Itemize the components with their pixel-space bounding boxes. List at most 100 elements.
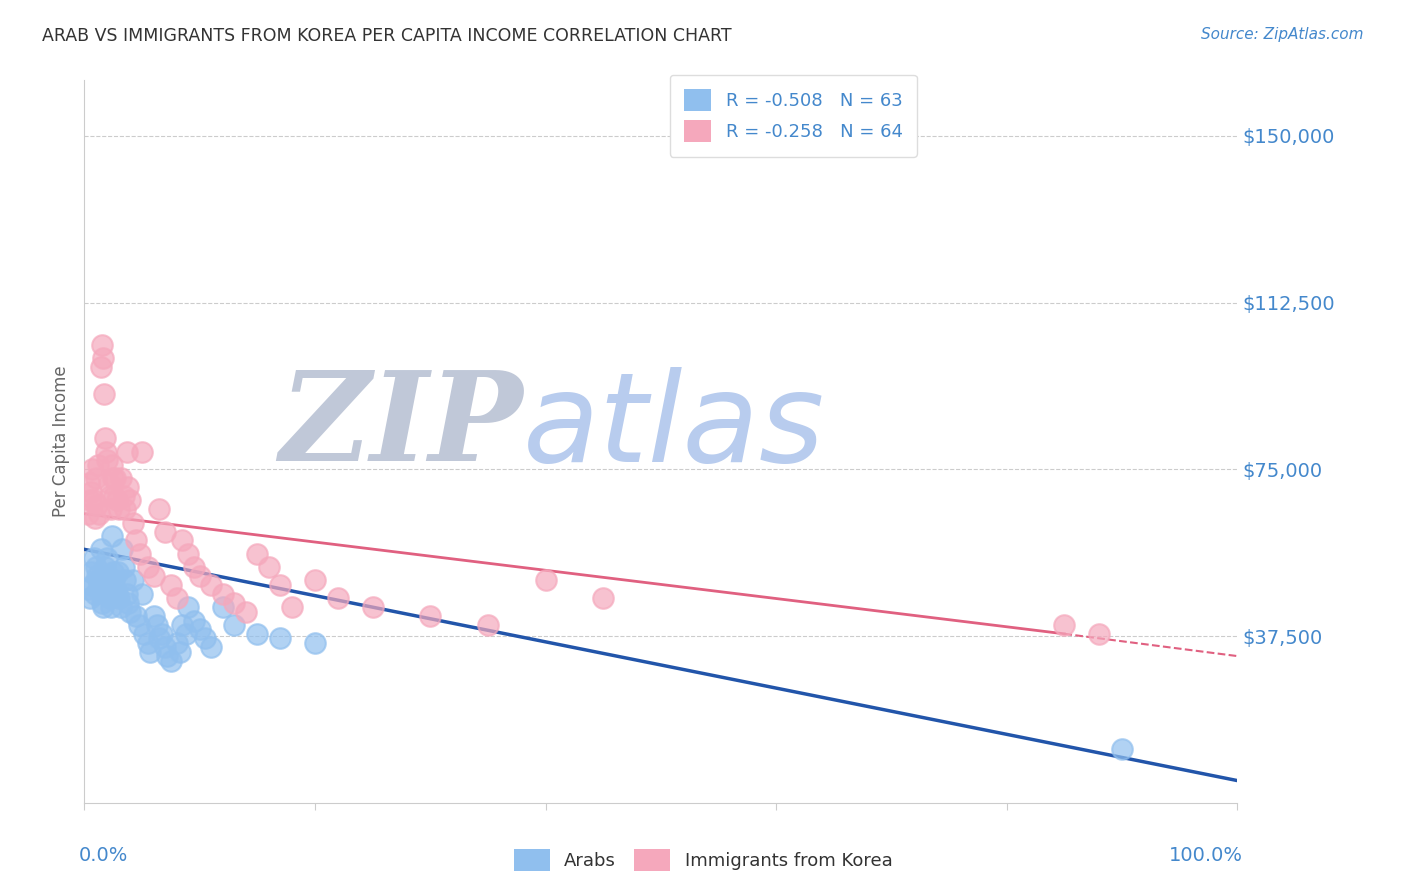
Point [188, 623, 211, 637]
Point [160, 578, 183, 592]
Point [103, 574, 125, 588]
Point [101, 529, 124, 543]
Point [100, 600, 122, 615]
Point [97, 475, 120, 490]
Point [107, 565, 129, 579]
Point [79, 591, 101, 606]
Point [134, 627, 156, 641]
Point [174, 627, 197, 641]
Point [156, 649, 179, 664]
Point [477, 618, 499, 632]
Point [80, 565, 103, 579]
Point [83, 511, 105, 525]
Point [153, 640, 176, 655]
Text: 100.0%: 100.0% [1168, 847, 1243, 865]
Point [93, 574, 115, 588]
Point [110, 471, 132, 485]
Point [100, 502, 122, 516]
Point [115, 444, 138, 458]
Point [136, 636, 159, 650]
Point [361, 600, 384, 615]
Point [224, 596, 246, 610]
Point [211, 600, 233, 615]
Point [148, 502, 170, 516]
Point [96, 569, 118, 583]
Point [183, 614, 205, 628]
Point [79, 493, 101, 508]
Point [257, 560, 280, 574]
Point [86, 569, 108, 583]
Point [142, 609, 165, 624]
Point [84, 560, 107, 574]
Point [246, 627, 269, 641]
Point [83, 587, 105, 601]
Point [304, 574, 326, 588]
Point [146, 618, 169, 632]
Point [136, 560, 159, 574]
Point [83, 493, 105, 508]
Point [177, 547, 200, 561]
Point [131, 587, 153, 601]
Point [90, 596, 112, 610]
Point [103, 565, 124, 579]
Point [104, 471, 127, 485]
Point [200, 578, 222, 592]
Point [111, 542, 134, 557]
Point [117, 480, 139, 494]
Point [125, 609, 148, 624]
Point [592, 591, 614, 606]
Point [281, 600, 304, 615]
Point [103, 489, 125, 503]
Point [89, 360, 111, 375]
Legend: R = -0.508   N = 63, R = -0.258   N = 64: R = -0.508 N = 63, R = -0.258 N = 64 [669, 75, 917, 157]
Y-axis label: Per Capita Income: Per Capita Income [52, 366, 70, 517]
Point [96, 444, 118, 458]
Point [200, 640, 222, 655]
Point [246, 547, 269, 561]
Point [304, 636, 326, 650]
Point [121, 574, 143, 588]
Point [1088, 627, 1111, 641]
Point [89, 542, 111, 557]
Point [326, 591, 349, 606]
Point [104, 582, 127, 597]
Point [110, 600, 132, 615]
Point [114, 574, 136, 588]
Point [76, 582, 98, 597]
Point [172, 618, 194, 632]
Point [121, 516, 143, 530]
Point [91, 351, 114, 366]
Legend: Arabs, Immigrants from Korea: Arabs, Immigrants from Korea [506, 842, 900, 879]
Point [139, 645, 162, 659]
Point [419, 609, 441, 624]
Point [98, 489, 121, 503]
Point [82, 578, 104, 592]
Point [128, 618, 150, 632]
Point [76, 507, 98, 521]
Point [87, 574, 110, 588]
Point [166, 636, 188, 650]
Point [115, 587, 138, 601]
Point [86, 498, 108, 512]
Text: Source: ZipAtlas.com: Source: ZipAtlas.com [1201, 27, 1364, 42]
Point [105, 587, 128, 601]
Text: ZIP: ZIP [278, 367, 523, 488]
Point [105, 493, 128, 508]
Point [188, 569, 211, 583]
Point [83, 551, 105, 566]
Point [153, 524, 176, 539]
Point [269, 632, 291, 646]
Text: atlas: atlas [523, 367, 824, 488]
Point [96, 551, 118, 566]
Point [94, 560, 117, 574]
Point [117, 596, 139, 610]
Point [172, 533, 194, 548]
Point [87, 458, 110, 472]
Point [269, 578, 291, 592]
Point [80, 484, 103, 499]
Point [97, 582, 120, 597]
Point [94, 431, 117, 445]
Point [89, 582, 111, 597]
Point [90, 338, 112, 352]
Point [235, 605, 257, 619]
